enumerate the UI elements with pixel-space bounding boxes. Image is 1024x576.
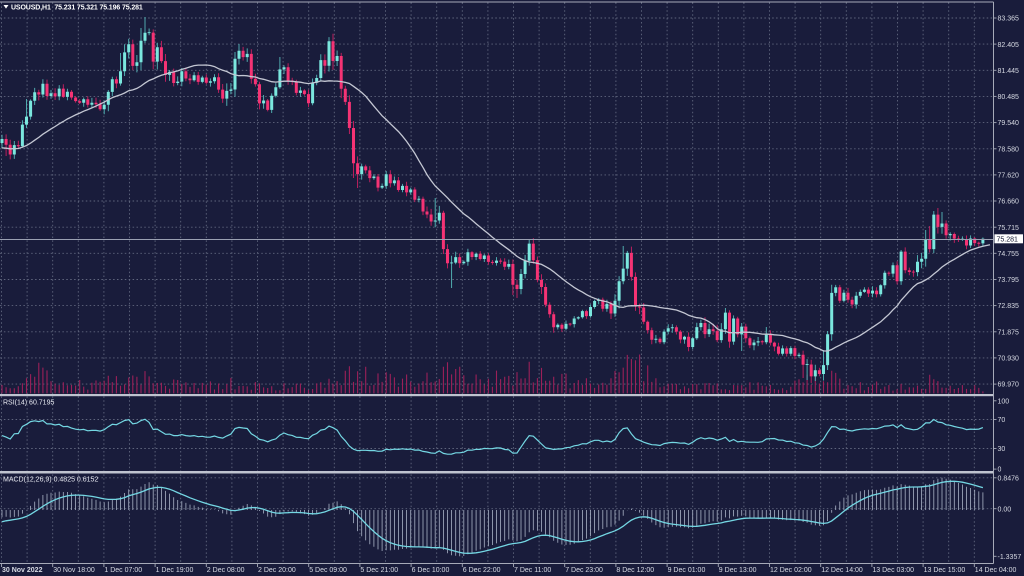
svg-text:70.930: 70.930 xyxy=(998,356,1020,363)
svg-text:100: 100 xyxy=(998,398,1010,405)
svg-text:-1.3357: -1.3357 xyxy=(998,554,1022,561)
svg-text:0.00: 0.00 xyxy=(998,506,1012,513)
svg-text:70: 70 xyxy=(998,417,1006,424)
svg-text:MACD(12,26,9) 0.4825 0.6152: MACD(12,26,9) 0.4825 0.6152 xyxy=(3,477,98,484)
svg-text:80.485: 80.485 xyxy=(998,94,1020,101)
svg-text:7 Dec 11:00: 7 Dec 11:00 xyxy=(514,567,551,574)
svg-text:30 Nov 2022: 30 Nov 2022 xyxy=(2,567,43,574)
svg-text:83.365: 83.365 xyxy=(998,16,1020,23)
svg-text:2 Dec 20:00: 2 Dec 20:00 xyxy=(258,567,296,574)
svg-text:RSI(14) 60.7195: RSI(14) 60.7195 xyxy=(3,400,54,407)
svg-text:30: 30 xyxy=(998,446,1006,453)
svg-text:30 Nov 18:00: 30 Nov 18:00 xyxy=(53,567,95,574)
svg-text:8 Dec 12:00: 8 Dec 12:00 xyxy=(616,567,654,574)
svg-text:1 Dec 19:00: 1 Dec 19:00 xyxy=(156,567,194,574)
svg-text:74.755: 74.755 xyxy=(998,251,1020,258)
svg-text:9 Dec 13:00: 9 Dec 13:00 xyxy=(719,567,757,574)
svg-text:0.8476: 0.8476 xyxy=(998,475,1020,482)
svg-text:6 Dec 10:00: 6 Dec 10:00 xyxy=(412,567,450,574)
svg-text:75.715: 75.715 xyxy=(998,225,1020,232)
svg-text:78.580: 78.580 xyxy=(998,146,1020,153)
svg-text:69.970: 69.970 xyxy=(998,382,1020,389)
svg-text:5 Dec 21:00: 5 Dec 21:00 xyxy=(360,567,398,574)
svg-text:13 Dec 15:00: 13 Dec 15:00 xyxy=(924,567,966,574)
svg-text:12 Dec 14:00: 12 Dec 14:00 xyxy=(821,567,863,574)
svg-text:6 Dec 22:00: 6 Dec 22:00 xyxy=(463,567,501,574)
svg-text:5 Dec 09:00: 5 Dec 09:00 xyxy=(309,567,347,574)
svg-text:76.660: 76.660 xyxy=(998,199,1020,206)
svg-text:7 Dec 23:00: 7 Dec 23:00 xyxy=(565,567,603,574)
svg-text:71.875: 71.875 xyxy=(998,329,1020,336)
svg-text:12 Dec 02:00: 12 Dec 02:00 xyxy=(770,567,812,574)
svg-text:79.540: 79.540 xyxy=(998,120,1020,127)
svg-text:75.281: 75.281 xyxy=(997,237,1019,244)
svg-text:2 Dec 08:00: 2 Dec 08:00 xyxy=(207,567,245,574)
svg-text:77.620: 77.620 xyxy=(998,173,1020,180)
svg-text:9 Dec 01:00: 9 Dec 01:00 xyxy=(668,567,706,574)
svg-text:73.795: 73.795 xyxy=(998,277,1020,284)
svg-text:1 Dec 07:00: 1 Dec 07:00 xyxy=(104,567,142,574)
svg-text:82.405: 82.405 xyxy=(998,42,1020,49)
svg-text:72.835: 72.835 xyxy=(998,303,1020,310)
svg-text:0: 0 xyxy=(998,467,1002,474)
svg-text:81.445: 81.445 xyxy=(998,68,1020,75)
svg-text:13 Dec 03:00: 13 Dec 03:00 xyxy=(872,567,914,574)
svg-text:USOUSD,H1 75.231 75.321 75.19: USOUSD,H1 75.231 75.321 75.196 75.281 xyxy=(11,5,143,12)
svg-text:14 Dec 04:00: 14 Dec 04:00 xyxy=(975,567,1017,574)
